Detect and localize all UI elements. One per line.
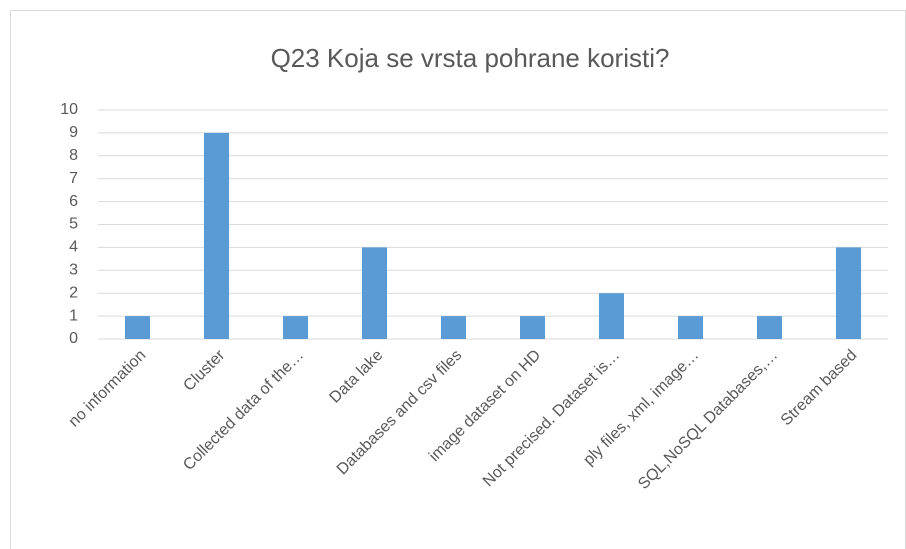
bar <box>204 132 229 339</box>
bar <box>362 247 387 339</box>
y-tick-label: 6 <box>69 193 78 210</box>
bar <box>836 247 861 339</box>
bar <box>125 316 150 339</box>
bar <box>441 316 466 339</box>
y-tick-label: 4 <box>69 239 78 256</box>
y-tick-label: 2 <box>69 284 78 301</box>
chart-title: Q23 Koja se vrsta pohrane koristi? <box>271 43 670 73</box>
y-tick-label: 8 <box>69 147 78 164</box>
y-tick-label: 3 <box>69 262 78 279</box>
y-tick-label: 9 <box>69 124 78 141</box>
y-tick-label: 10 <box>60 101 78 118</box>
bar <box>599 293 624 339</box>
bar <box>520 316 545 339</box>
bar <box>283 316 308 339</box>
chart-border <box>10 10 906 549</box>
bar <box>757 316 782 339</box>
bar <box>678 316 703 339</box>
y-tick-label: 0 <box>69 330 78 347</box>
y-tick-label: 7 <box>69 170 78 187</box>
y-tick-label: 1 <box>69 307 78 324</box>
y-tick-label: 5 <box>69 216 78 233</box>
